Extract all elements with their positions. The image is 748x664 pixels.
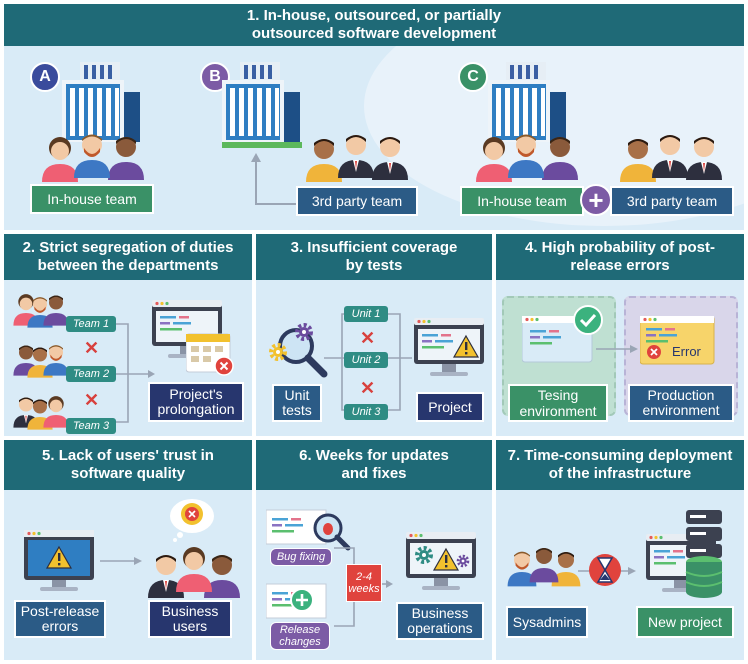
production-env-label: Production environment [628,384,734,422]
people-group-icon [306,135,408,182]
section-2-title: 2. Strict segregation of duties between … [22,239,234,274]
unit-tests-label: Unit tests [272,384,322,422]
section-3-panel: 3. Insufficient coverage by tests Unit t… [256,234,492,436]
third-party-label-b: 3rd party team [296,186,418,216]
post-release-errors-label: Post-release errors [14,600,106,638]
section-4-panel: 4. High probability of post-release erro… [496,234,744,436]
section-1-panel: 1. In-house, outsourced, or partially ou… [4,4,744,230]
prolongation-label: Project's prolongation [148,382,244,422]
section-3-header: 3. Insufficient coverage by tests [256,234,492,280]
section-6-title: 6. Weeks for updates and fixes [299,447,449,482]
gear-icon [269,343,287,361]
section-2-header: 2. Strict segregation of duties between … [4,234,252,280]
unit-1-tag: Unit 1 [344,306,388,322]
team-3-tag: Team 3 [66,418,116,434]
third-party-label-c: 3rd party team [610,186,734,216]
bug-fixing-label: Bug fixing [270,548,332,566]
release-icon [266,583,327,619]
section-1-title: 1. In-house, outsourced, or partially ou… [246,7,502,42]
monitor-icon [414,318,484,376]
error-text: Error [672,344,701,359]
section-4-title: 4. High probability of post-release erro… [525,239,715,274]
section-6-panel: 6. Weeks for updates and fixes Bug fixin… [256,440,492,660]
monitor-icon [640,316,715,365]
section-7-title: 7. Time-consuming deployment of the infr… [507,447,733,482]
people-group-icon [620,135,722,182]
arrow-line [116,323,155,423]
monitor-icon [522,316,593,363]
hourglass-icon [589,554,621,586]
section-5-panel: 5. Lack of users' trust in software qual… [4,440,252,660]
badge-c: C [458,62,488,92]
separator-x-icon: ✕ [84,390,100,410]
bug-icon [266,509,351,551]
sysadmins-label: Sysadmins [506,606,588,638]
building-icon [222,62,302,148]
team-2-tag: Team 2 [66,366,116,382]
section-1-header: 1. In-house, outsourced, or partially ou… [4,4,744,46]
database-icon [685,556,723,598]
business-operations-label: Business operations [396,602,484,640]
server-icon [686,510,722,558]
plus-icon: + [580,184,612,216]
section-2-panel: 2. Strict segregation of duties between … [4,234,252,436]
new-project-label: New project [636,606,734,638]
badge-a: A [30,62,60,92]
people-group-icon [476,134,578,182]
section-3-title: 3. Insufficient coverage by tests [290,239,458,274]
arrow-line [251,153,304,205]
section-6-header: 6. Weeks for updates and fixes [256,440,492,490]
section-7-header: 7. Time-consuming deployment of the infr… [496,440,744,490]
separator-x-icon: ✕ [84,338,100,358]
release-changes-label: Release changes [270,622,330,650]
in-house-label-c: In-house team [460,186,584,216]
section-4-header: 4. High probability of post-release erro… [496,234,744,280]
gear-icon [295,323,313,341]
unit-3-tag: Unit 3 [344,404,388,420]
duration-label: 2-4 weeks [346,564,382,602]
people-group-icon [507,548,581,587]
separator-x-icon: ✕ [360,378,376,398]
monitor-icon [406,532,476,590]
team-1-tag: Team 1 [66,316,116,332]
project-label: Project [416,392,484,422]
award-icon [170,499,214,542]
section-5-title: 5. Lack of users' trust in software qual… [42,447,214,482]
testing-env-label: Tesing environment [508,384,608,422]
monitor-icon [24,530,94,591]
people-group-icon [42,134,144,182]
unit-2-tag: Unit 2 [344,352,388,368]
section-7-panel: 7. Time-consuming deployment of the infr… [496,440,744,660]
arrow-line [596,345,638,353]
section-5-header: 5. Lack of users' trust in software qual… [4,440,252,490]
people-group-icon [148,547,240,598]
business-users-label: Business users [148,600,232,638]
separator-x-icon: ✕ [360,328,376,348]
in-house-label-a: In-house team [30,184,154,214]
arrow-line [100,557,142,565]
check-icon [573,305,603,335]
calendar-icon [186,333,234,376]
